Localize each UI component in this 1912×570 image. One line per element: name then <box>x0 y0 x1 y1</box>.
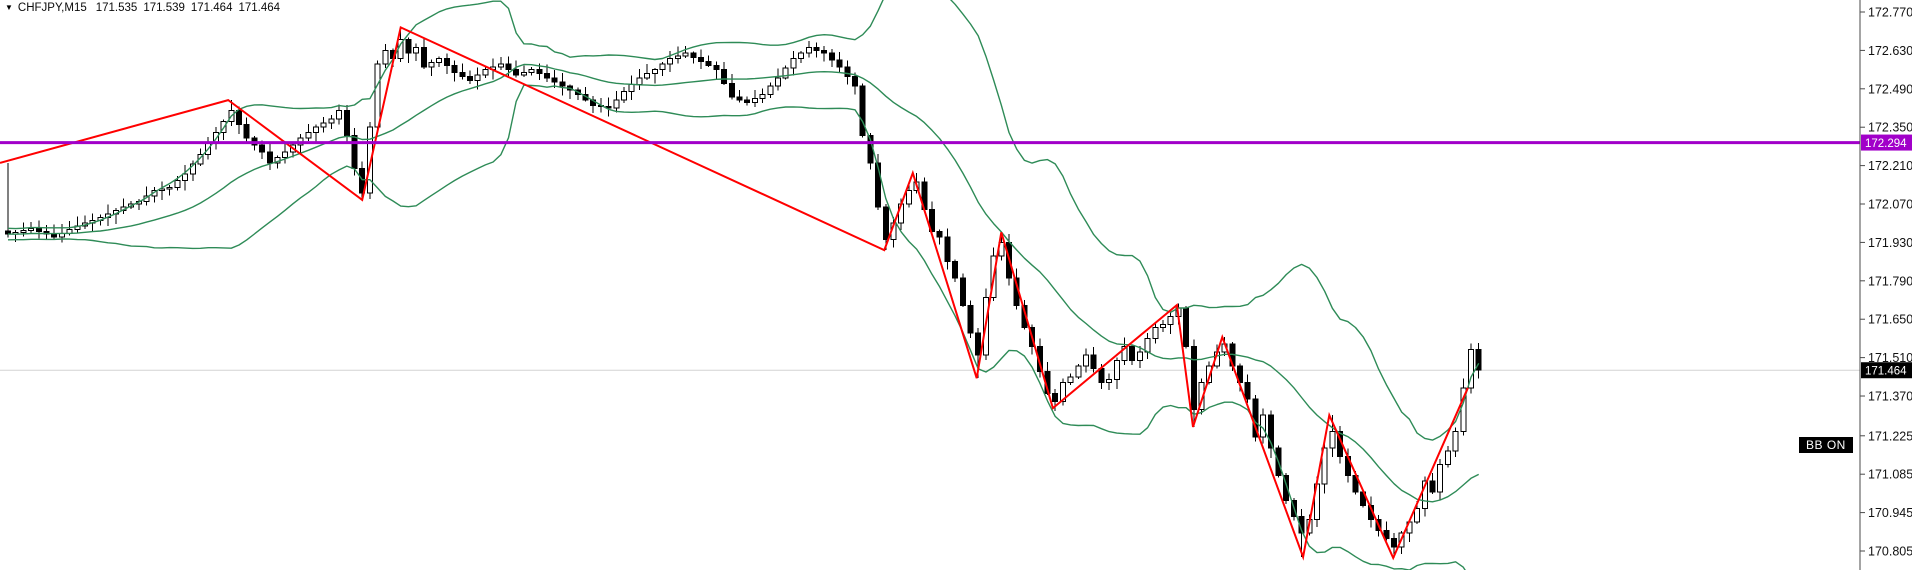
candles-layer <box>5 27 1482 558</box>
svg-text:171.370: 171.370 <box>1868 390 1912 404</box>
svg-text:171.650: 171.650 <box>1868 313 1912 327</box>
ohlc-open: 171.535 <box>95 2 138 14</box>
svg-text:172.070: 172.070 <box>1868 198 1912 212</box>
svg-text:172.630: 172.630 <box>1868 44 1912 58</box>
collapse-triangle-icon[interactable]: ▼ <box>5 3 13 12</box>
ohlc-high: 171.539 <box>143 2 185 14</box>
svg-text:170.945: 170.945 <box>1868 506 1912 520</box>
svg-text:171.930: 171.930 <box>1868 236 1912 250</box>
svg-text:172.490: 172.490 <box>1868 82 1912 96</box>
bollinger-bands <box>7 0 1480 570</box>
hline-price-badge: 172.294 <box>1861 134 1912 151</box>
svg-text:172.294: 172.294 <box>1865 138 1907 150</box>
chart-header: ▼ CHFJPY,M15 171.535 171.539 171.464 171… <box>5 2 286 14</box>
ohlc-close: 171.464 <box>238 2 281 14</box>
ohlc-low: 171.464 <box>190 2 233 14</box>
current-price-badge: 171.464 <box>1861 362 1912 379</box>
price-axis[interactable]: 172.770 172.630 172.490 172.350 172.210 172.0… <box>1859 0 1912 570</box>
svg-text:171.790: 171.790 <box>1868 274 1912 288</box>
svg-text:171.085: 171.085 <box>1868 468 1912 482</box>
svg-text:171.464: 171.464 <box>1865 366 1907 378</box>
svg-text:171.510: 171.510 <box>1868 351 1912 365</box>
bb-toggle-button[interactable]: BB ON <box>1799 437 1853 453</box>
svg-text:171.225: 171.225 <box>1868 429 1912 443</box>
zigzag-line <box>0 25 1469 561</box>
svg-text:172.350: 172.350 <box>1868 121 1912 135</box>
svg-text:170.805: 170.805 <box>1868 545 1912 559</box>
svg-text:172.210: 172.210 <box>1868 159 1912 173</box>
svg-text:172.770: 172.770 <box>1868 6 1912 20</box>
symbol-timeframe-label: CHFJPY,M15 <box>17 2 87 14</box>
